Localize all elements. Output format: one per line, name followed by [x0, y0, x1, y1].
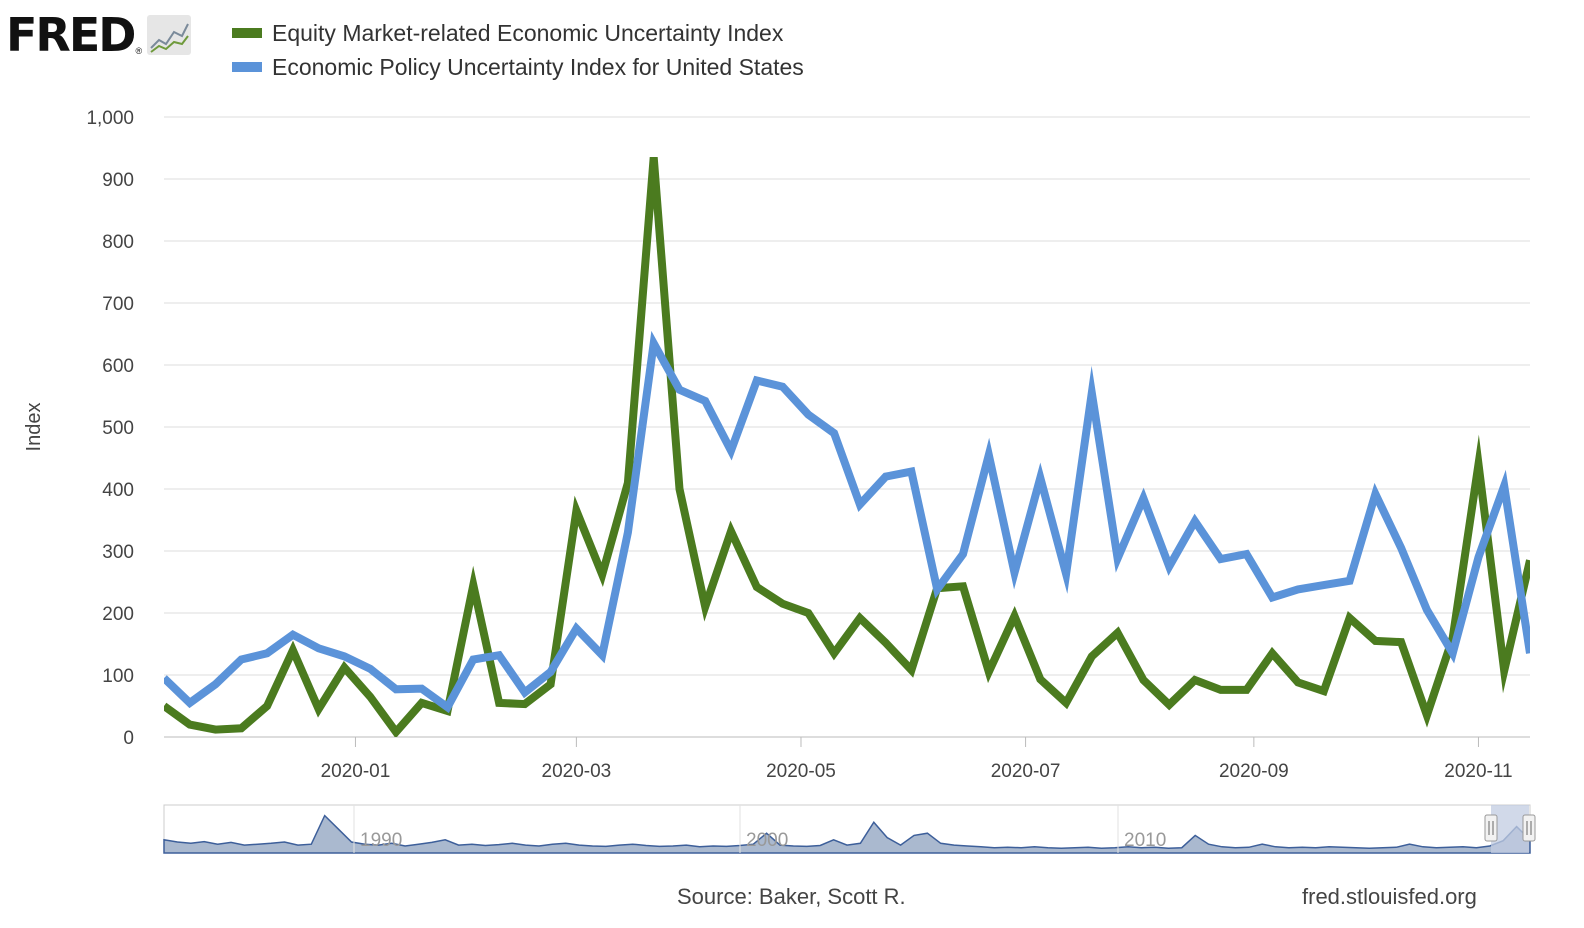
x-tick-label: 2020-05: [766, 761, 836, 782]
site-link[interactable]: fred.stlouisfed.org: [1302, 884, 1477, 909]
series-line-policy[interactable]: [164, 330, 1530, 714]
y-tick-label: 0: [123, 728, 134, 749]
x-tick-label: 2020-07: [991, 761, 1061, 782]
source-note: Source: Baker, Scott R.: [677, 884, 906, 909]
series-lines: [164, 156, 1530, 737]
navigator-year-label: 2010: [1124, 830, 1166, 851]
right-handle-icon[interactable]: [1522, 814, 1536, 842]
legend-label-equity: Equity Market-related Economic Uncertain…: [272, 19, 784, 46]
y-axis-title: Index: [23, 403, 45, 452]
y-tick-label: 800: [102, 232, 134, 253]
y-tick-label: 400: [102, 480, 134, 501]
legend-item-equity[interactable]: Equity Market-related Economic Uncertain…: [232, 16, 804, 50]
registered-mark: ®: [135, 46, 143, 56]
fred-logo[interactable]: FRED ®: [6, 10, 192, 60]
left-handle-icon[interactable]: [1484, 814, 1498, 842]
grid-lines: [164, 116, 1530, 676]
x-axis-ticks: 2020-01 2020-03 2020-05 2020-07 2020-09 2020-…: [321, 737, 1513, 782]
chart-line-icon: [147, 15, 192, 55]
x-tick-label: 2020-09: [1219, 761, 1289, 782]
y-tick-label: 100: [102, 666, 134, 687]
navigator[interactable]: 1990 2000 2010: [163, 804, 1536, 854]
legend-swatch-equity: [232, 28, 262, 38]
y-tick-label: 900: [102, 170, 134, 191]
chart-legend: Equity Market-related Economic Uncertain…: [232, 16, 804, 84]
x-tick-label: 2020-03: [542, 761, 612, 782]
y-tick-label: 300: [102, 542, 134, 563]
y-tick-label: 500: [102, 418, 134, 439]
y-tick-label: 600: [102, 356, 134, 377]
y-axis-ticks: 0 100 200 300 400 500 600 700 800 900 1,000: [86, 108, 134, 749]
x-tick-label: 2020-11: [1444, 761, 1512, 782]
y-tick-label: 1,000: [86, 108, 134, 129]
legend-item-policy[interactable]: Economic Policy Uncertainty Index for Un…: [232, 50, 804, 84]
navigator-series: [163, 814, 1531, 854]
x-tick-label: 2020-01: [321, 761, 391, 782]
legend-label-policy: Economic Policy Uncertainty Index for Un…: [272, 53, 804, 80]
series-line-equity[interactable]: [164, 156, 1530, 737]
logo-text: FRED: [6, 8, 136, 62]
legend-swatch-policy: [232, 62, 262, 72]
y-tick-label: 200: [102, 604, 134, 625]
navigator-year-label: 2000: [746, 830, 788, 851]
y-tick-label: 700: [102, 294, 134, 315]
navigator-year-label: 1990: [360, 830, 402, 851]
